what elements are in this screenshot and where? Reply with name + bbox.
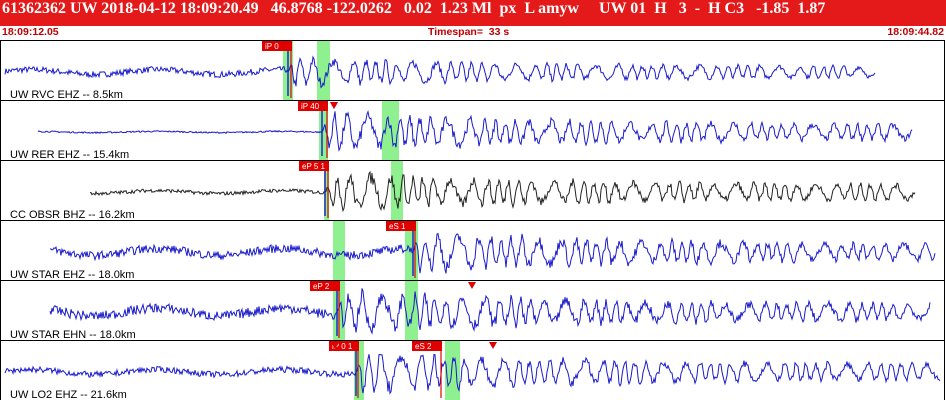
waveform-trace [49, 288, 931, 335]
phase-pick-flag[interactable] [262, 41, 292, 51]
channel-label: UW STAR EHN -- 18.0km [10, 329, 136, 341]
triangle-marker-icon[interactable] [489, 342, 497, 349]
phase-pick-flag[interactable] [386, 221, 416, 231]
phase-pick-flag[interactable] [329, 341, 359, 351]
channel-label: UW STAR EHZ -- 18.0km [10, 269, 134, 281]
phase-pick-label: eP 2 [313, 282, 330, 291]
pick-window-band [391, 160, 403, 220]
phase-pick-label: iP 0 [265, 42, 279, 51]
phase-pick-flag[interactable] [298, 101, 328, 111]
event-summary-title: 61362362 UW 2018-04-12 18:09:20.49 46.87… [2, 0, 826, 17]
phase-pick-flag[interactable] [299, 161, 329, 171]
start-time-label: 18:09:12.05 [2, 26, 59, 38]
pick-window-band [445, 340, 460, 400]
pick-window-band [382, 100, 399, 160]
pick-window-band [354, 340, 364, 400]
channel-label: UW LO2 EHZ -- 21.6km [10, 389, 127, 400]
waveform-trace [4, 55, 876, 89]
channel-panel-frame[interactable] [0, 340, 945, 400]
time-scale-bar: 18:09:12.05 Timespan= 33 s 18:09:44.82 [0, 26, 946, 39]
triangle-marker-icon[interactable] [330, 102, 338, 109]
phase-pick-label: eS 1 [389, 222, 406, 231]
phase-pick-label: iP 0 1 [332, 342, 353, 351]
event-header-bar: 61362362 UW 2018-04-12 18:09:20.49 46.87… [0, 0, 946, 26]
channel-label: UW RER EHZ -- 15.4km [10, 149, 129, 161]
channel-panel-frame[interactable] [0, 220, 945, 281]
channel-panel-frame[interactable] [0, 280, 945, 341]
end-time-label: 18:09:44.82 [887, 26, 944, 38]
waveform-trace [37, 109, 913, 152]
seismogram-panel[interactable]: UW RVC EHZ -- 8.5km UW RER EHZ -- 15.4km C… [0, 39, 946, 400]
pick-window-band [405, 280, 418, 340]
waveform-trace [4, 353, 941, 395]
phase-pick-label: iP 40 [301, 102, 320, 111]
timespan-label: Timespan= 33 s [428, 26, 510, 38]
phase-pick-label: eP 5 1 [302, 162, 326, 171]
phase-pick-label: eS 2 [415, 342, 432, 351]
phase-pick-flag[interactable] [310, 281, 340, 291]
channel-panel-frame[interactable] [0, 160, 945, 221]
phase-pick-flag[interactable] [412, 341, 442, 351]
triangle-marker-icon[interactable] [468, 282, 476, 289]
waveform-trace [89, 170, 916, 213]
channel-label: UW RVC EHZ -- 8.5km [10, 89, 123, 101]
waveform-trace [49, 232, 936, 274]
channel-label: CC OBSR BHZ -- 16.2km [10, 209, 135, 221]
pick-window-band [333, 220, 345, 280]
triangle-marker-icon[interactable] [331, 342, 339, 349]
